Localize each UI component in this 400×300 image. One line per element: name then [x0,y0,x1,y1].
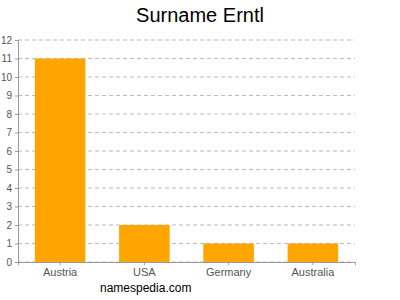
bars [35,59,338,263]
y-tick-mark [15,40,18,41]
y-axis-line [15,41,19,263]
x-tick: Australia [291,262,335,278]
y-tick-mark [15,96,18,97]
x-tick-label: Australia [291,266,335,278]
y-tick-label: 5 [6,164,12,175]
x-tick-mark [312,262,313,265]
y-tick-mark [15,114,18,115]
y-tick: 5 [6,164,18,175]
x-tick-mark [228,262,229,265]
y-tick: 0 [6,257,18,268]
y-tick-mark [15,133,18,134]
x-tick: Germany [206,262,252,278]
x-tick-mark [144,262,145,265]
y-tick-mark [15,188,18,189]
y-tick: 3 [6,201,18,212]
y-tick-label: 12 [1,35,13,46]
x-tick-label: Austria [43,266,78,278]
chart: 0123456789101112AustriaUSAGermanyAustral… [0,0,400,300]
y-tick-mark [15,59,18,60]
x-axis: Austria USA Germany Australia [19,262,356,278]
y-tick: 9 [6,90,18,101]
y-tick: 8 [6,109,18,120]
x-tick-label: USA [133,266,156,278]
y-tick-mark [15,244,18,245]
plot: 0123456789101112AustriaUSAGermanyAustral… [1,35,356,278]
y-tick-mark [15,207,18,208]
y-tick: 6 [6,146,18,157]
y-tick: 11 [2,53,18,64]
y-tick-label: 3 [6,201,12,212]
bar [203,244,254,263]
bar [119,225,170,262]
y-axis: 0123456789101112 [1,35,19,268]
annotation: namespedia.com [100,281,191,295]
x-axis-line [19,263,356,266]
y-tick-label: 7 [6,127,12,138]
y-tick-label: 11 [2,53,13,64]
y-tick-label: 0 [6,257,12,268]
y-tick-mark [15,151,18,152]
y-tick-label: 6 [6,146,12,157]
bar [288,244,339,263]
x-tick-mark [60,262,61,265]
y-tick-label: 4 [6,183,12,194]
title: Surname Erntl [136,4,264,26]
y-tick-label: 2 [6,220,12,231]
y-tick-label: 10 [1,72,13,83]
grid-line [18,40,355,41]
y-tick-label: 9 [6,90,12,101]
y-tick: 1 [6,238,18,249]
bar [35,59,86,263]
y-tick: 12 [1,35,18,46]
y-tick-mark [15,262,18,263]
y-tick-mark [15,225,18,226]
y-tick: 2 [6,220,18,231]
y-tick: 7 [6,127,18,138]
grid [18,40,355,262]
y-tick-label: 8 [6,109,12,120]
x-tick: USA [133,262,156,278]
y-tick: 10 [1,72,18,83]
y-tick: 4 [6,183,18,194]
x-tick: Austria [43,262,78,278]
x-tick-label: Germany [206,266,252,278]
y-tick-label: 1 [6,238,12,249]
y-tick-mark [15,77,18,78]
y-tick-mark [15,170,18,171]
